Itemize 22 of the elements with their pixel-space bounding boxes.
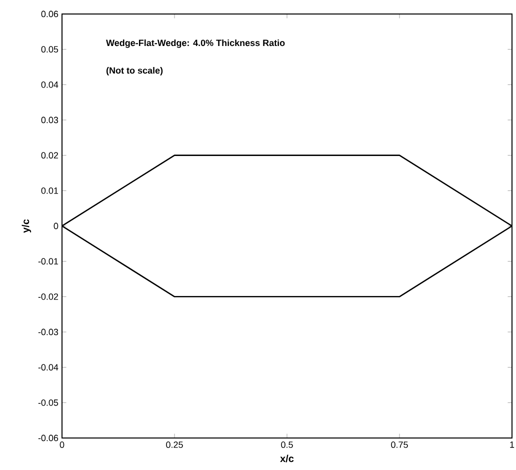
x-axis-title: x/c: [280, 454, 294, 462]
y-tick-label: 0.06: [41, 10, 58, 18]
y-tick-label: -0.04: [38, 364, 58, 371]
y-tick-label: 0.05: [41, 46, 58, 53]
y-tick-label: -0.02: [38, 293, 58, 300]
y-tick-label: 0.02: [41, 152, 58, 159]
annotation: (Not to scale): [106, 67, 163, 76]
annotation: Wedge-Flat-Wedge: 4.0% Thickness Ratio: [106, 39, 285, 48]
y-tick-label: -0.06: [38, 434, 58, 442]
y-tick-label: -0.05: [38, 399, 58, 406]
y-tick-label: 0.03: [41, 116, 58, 124]
y-tick-label: 0.01: [41, 187, 58, 194]
y-axis-title: y/c: [22, 219, 32, 233]
y-tick-label: -0.01: [38, 258, 58, 265]
y-tick-label: 0.04: [41, 81, 58, 88]
y-tick-label: 0: [54, 222, 58, 230]
x-tick-label: 1: [510, 442, 514, 448]
x-tick-label: 0: [60, 442, 64, 448]
x-tick-label: 0.25: [166, 442, 183, 448]
y-tick-label: -0.03: [38, 328, 58, 336]
x-tick-label: 0.75: [391, 442, 408, 448]
x-tick-label: 0.5: [281, 442, 293, 448]
